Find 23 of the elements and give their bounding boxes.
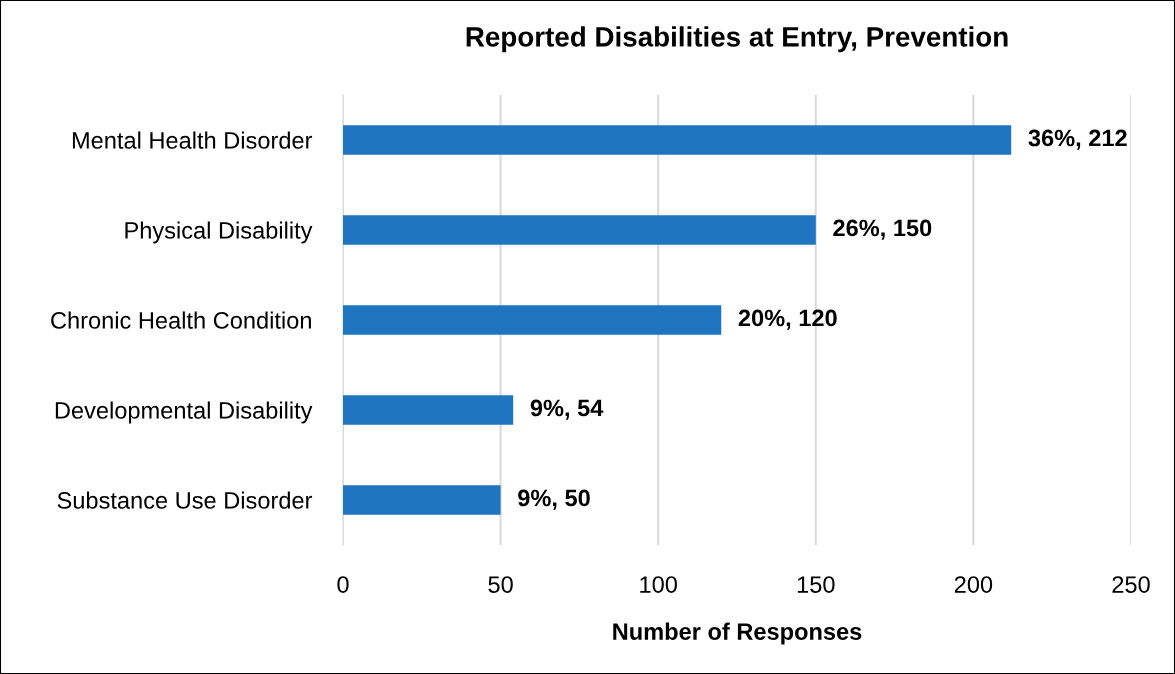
- bar: [343, 395, 514, 425]
- data-label: 20%, 120: [738, 309, 837, 330]
- x-tick-label: 0: [337, 576, 349, 593]
- bar: [343, 125, 1012, 155]
- y-tick-label: Physical Disability: [125, 221, 313, 244]
- x-tick-label: 250: [1112, 576, 1150, 593]
- x-axis-title: Number of Responses: [613, 622, 862, 645]
- bar: [343, 485, 501, 515]
- y-tick-label: Mental Health Disorder: [72, 131, 313, 149]
- y-tick-label: Chronic Health Condition: [51, 311, 311, 329]
- x-tick-label: 50: [488, 576, 513, 593]
- x-tick-label: 150: [797, 576, 835, 593]
- chart-title: Reported Disabilities at Entry, Prevention: [466, 26, 1008, 53]
- data-label: 36%, 212: [1028, 129, 1127, 150]
- bar: [343, 305, 722, 335]
- y-tick-label: Substance Use Disorder: [57, 491, 313, 509]
- bar: [343, 215, 816, 245]
- x-tick-label: 100: [640, 576, 677, 593]
- data-label: 26%, 150: [833, 219, 932, 240]
- data-label: 9%, 50: [518, 489, 590, 510]
- y-tick-label: Developmental Disability: [55, 401, 313, 424]
- x-tick-label: 200: [954, 576, 993, 593]
- data-label: 9%, 54: [530, 399, 604, 420]
